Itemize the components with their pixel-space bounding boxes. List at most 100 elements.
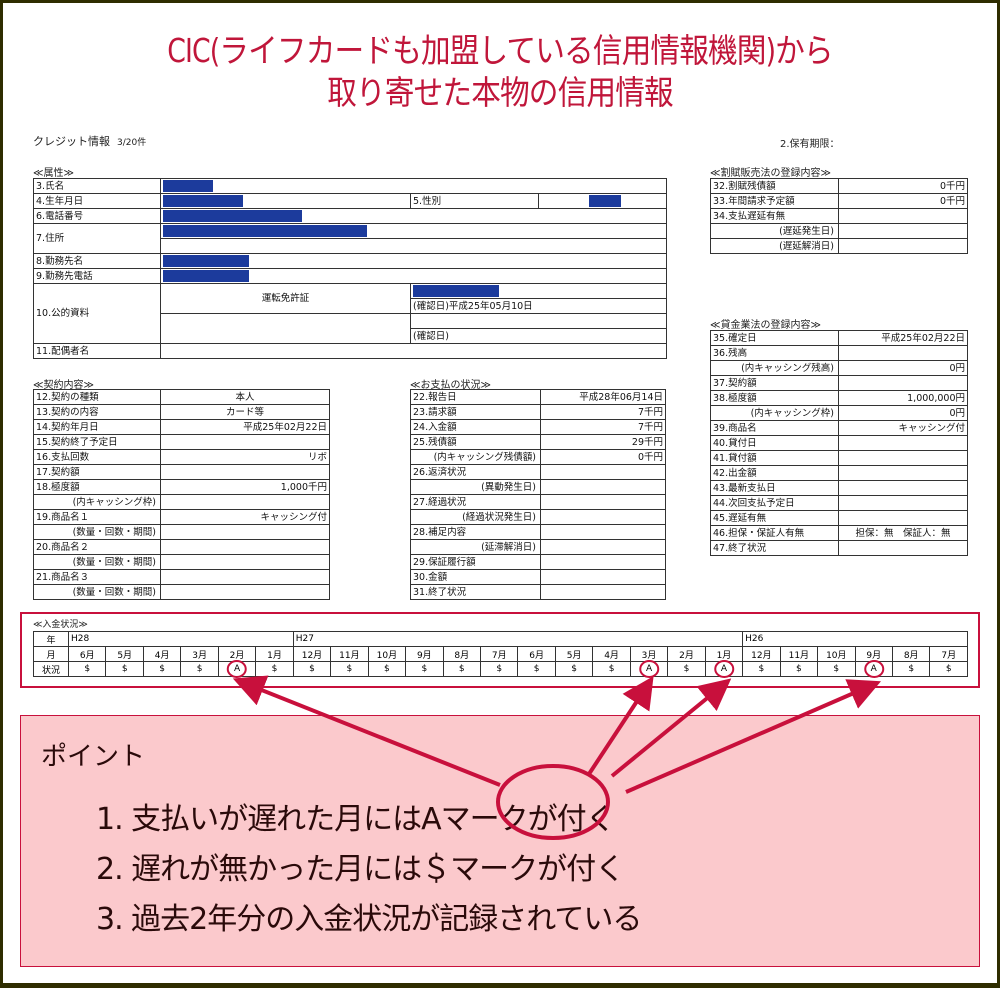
status-cell: A bbox=[704, 661, 744, 677]
row-label: 32.割賦残債額 bbox=[710, 178, 839, 194]
status-cell: A bbox=[217, 661, 257, 677]
month-cell: 4月 bbox=[142, 646, 182, 662]
table-row: (内キャッシング枠) 0円 bbox=[710, 405, 968, 421]
row-label: (遅延解消日) bbox=[710, 238, 839, 254]
table-row: 28.補足内容 bbox=[410, 524, 666, 540]
confirm-date-2: (確認日) bbox=[409, 328, 668, 344]
phone-label: 6.電話番号 bbox=[33, 208, 161, 224]
row-label: 21.商品名３ bbox=[33, 569, 161, 585]
table-row: (遅延発生日) bbox=[710, 223, 968, 239]
row-label: 43.最新支払日 bbox=[710, 480, 839, 496]
month-cell: 4月 bbox=[592, 646, 631, 662]
public-doc-type: 運転免許証 bbox=[160, 283, 411, 314]
month-cell: 6月 bbox=[67, 646, 107, 662]
month-cell: 12月 bbox=[292, 646, 332, 662]
table-row: 26.返済状況 bbox=[410, 464, 666, 480]
employer-phone-label: 9.勤務先電話 bbox=[33, 268, 161, 284]
row-label: 17.契約額 bbox=[33, 464, 161, 480]
row-value: 7千円 bbox=[540, 404, 666, 420]
table-row: 30.金額 bbox=[410, 569, 666, 585]
table-row: 34.支払遅延有無 bbox=[710, 208, 968, 224]
row-label: 23.請求額 bbox=[410, 404, 541, 420]
row-value bbox=[838, 223, 968, 239]
table-row: (数量・回数・期間) bbox=[33, 584, 330, 600]
row-label: 39.商品名 bbox=[710, 420, 839, 436]
row-value: 本人 bbox=[160, 389, 330, 405]
row-label: 36.残高 bbox=[710, 345, 839, 361]
row-label: 34.支払遅延有無 bbox=[710, 208, 839, 224]
row-label: (異動発生日) bbox=[410, 479, 541, 495]
points-heading: ポイント bbox=[41, 742, 146, 772]
month-cell: 2月 bbox=[667, 646, 706, 662]
row-value bbox=[838, 208, 968, 224]
table-row: 22.報告日 平成28年06月14日 bbox=[410, 389, 666, 405]
month-cell: 9月 bbox=[405, 646, 444, 662]
month-cell: 10月 bbox=[817, 646, 856, 662]
point-item: 2. 遅れが無かった月には＄マークが付く bbox=[96, 852, 625, 887]
row-label: 46.担保・保証人有無 bbox=[710, 525, 839, 541]
status-cell: $ bbox=[554, 661, 594, 677]
row-label: 28.補足内容 bbox=[410, 524, 541, 540]
doc-count: 3/20件 bbox=[117, 138, 147, 148]
employer-label: 8.勤務先名 bbox=[33, 253, 161, 269]
row-value: キャッシング付 bbox=[160, 509, 330, 525]
public-doc-label: 10.公的資料 bbox=[33, 283, 161, 344]
redaction-bar bbox=[413, 285, 499, 297]
row-value bbox=[838, 238, 968, 254]
doc-heading: クレジット情報 3/20件 bbox=[33, 133, 146, 149]
month-cell: 3月 bbox=[180, 646, 219, 662]
month-cell: 9月 bbox=[854, 646, 893, 662]
row-label: 42.出金額 bbox=[710, 465, 839, 481]
redaction-bar bbox=[589, 195, 622, 207]
status-cell: $ bbox=[442, 661, 481, 677]
month-cell: 10月 bbox=[367, 646, 407, 662]
status-cell: A bbox=[629, 661, 669, 677]
point-item: 1. 支払いが遅れた月にはAマークが付く bbox=[96, 802, 616, 837]
row-value: カード等 bbox=[160, 404, 330, 420]
table-row: 29.保証履行額 bbox=[410, 554, 666, 570]
row-value bbox=[838, 510, 968, 526]
payment-status-table: 22.報告日 平成28年06月14日 23.請求額 7千円 24.入金額 7千円 25.残債… bbox=[410, 389, 666, 600]
status-cell: $ bbox=[405, 661, 444, 677]
row-value: 平成25年02月22日 bbox=[838, 330, 968, 346]
month-cell: 7月 bbox=[929, 646, 968, 662]
row-label: 19.商品名１ bbox=[33, 509, 161, 525]
row-value: 担保：無 保証人：無 bbox=[838, 525, 968, 541]
retention-label: 2.保有期限： bbox=[780, 139, 840, 150]
row-value bbox=[160, 524, 330, 540]
row-value bbox=[540, 584, 666, 600]
table-row: 40.貸付日 bbox=[710, 435, 968, 451]
row-label: 15.契約終了予定日 bbox=[33, 434, 161, 450]
row-value: リボ bbox=[160, 449, 330, 465]
table-row: 19.商品名１ キャッシング付 bbox=[33, 509, 330, 525]
status-cell: $ bbox=[367, 661, 407, 677]
row-label: 18.極度額 bbox=[33, 479, 161, 495]
row-label: 37.契約額 bbox=[710, 375, 839, 391]
row-label: (延滞解消日) bbox=[410, 539, 541, 555]
row-label: 29.保証履行額 bbox=[410, 554, 541, 570]
point-item: 3. 過去2年分の入金状況が記録されている bbox=[96, 902, 642, 937]
table-row: 39.商品名 キャッシング付 bbox=[710, 420, 968, 436]
row-value bbox=[540, 479, 666, 495]
status-cell: $ bbox=[67, 661, 107, 677]
table-row: 47.終了状況 bbox=[710, 540, 968, 556]
row-label: 38.極度額 bbox=[710, 390, 839, 406]
row-value bbox=[838, 495, 968, 511]
table-row: (数量・回数・期間) bbox=[33, 554, 330, 570]
row-label: (内キャッシング枠) bbox=[710, 405, 839, 421]
payment-status-section-title: ≪お支払の状況≫ bbox=[410, 380, 491, 391]
year-cell: H27 bbox=[292, 631, 744, 647]
month-cell: 8月 bbox=[442, 646, 481, 662]
row-value: キャッシング付 bbox=[838, 420, 968, 436]
row-value bbox=[838, 345, 968, 361]
year-cell: H26 bbox=[742, 631, 968, 647]
table-row: (内キャッシング残高) 0円 bbox=[710, 360, 968, 376]
row-value bbox=[540, 554, 666, 570]
attributes-table: 3.氏名 4.生年月日 5.性別 6.電話番号 7.住所 8.勤務先名 9.勤務先… bbox=[33, 178, 668, 359]
table-row: 42.出金額 bbox=[710, 465, 968, 481]
table-row: (異動発生日) bbox=[410, 479, 666, 495]
month-cell: 5月 bbox=[105, 646, 144, 662]
status-cell: $ bbox=[479, 661, 519, 677]
contract-section-title: ≪契約内容≫ bbox=[33, 380, 94, 391]
row-value: 0千円 bbox=[838, 193, 968, 209]
